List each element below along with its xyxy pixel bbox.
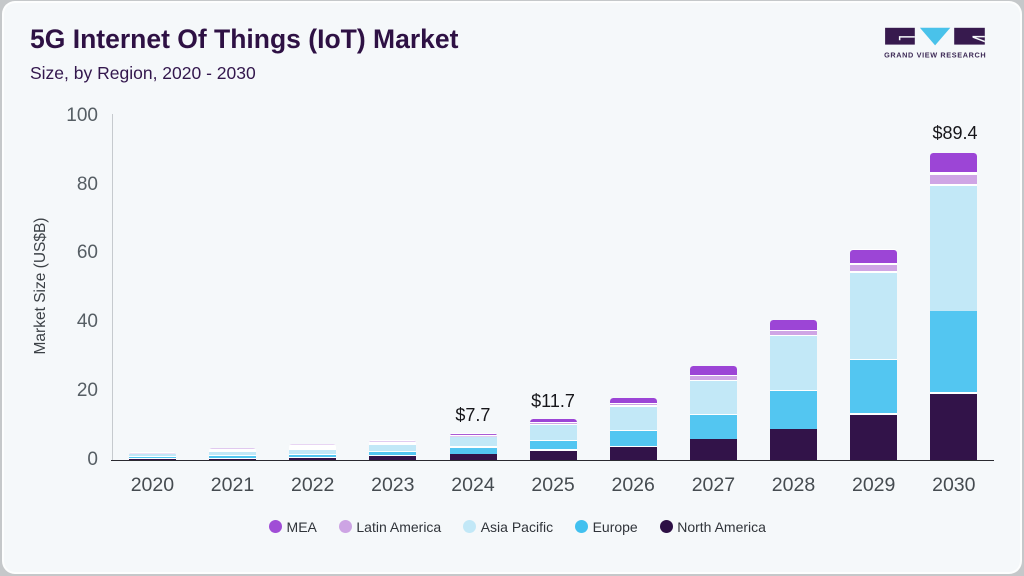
svg-text:GRAND VIEW RESEARCH: GRAND VIEW RESEARCH [884,51,986,60]
